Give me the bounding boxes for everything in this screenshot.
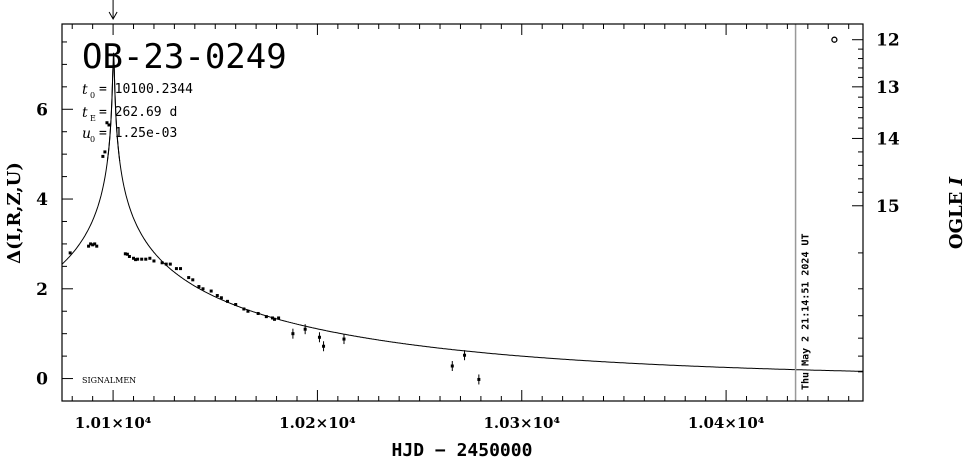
- data-point: [87, 244, 91, 248]
- data-point: [215, 294, 219, 298]
- right-axis-label-band: I: [946, 176, 965, 186]
- x-tick-label: 1.02×10⁴: [279, 414, 356, 432]
- data-point: [187, 276, 191, 280]
- data-point: [125, 252, 129, 256]
- param-symbol: t: [82, 105, 88, 121]
- param-symbol: u: [82, 126, 91, 142]
- param-value: = 1.25e-03: [99, 126, 177, 141]
- model-curve: [61, 61, 863, 372]
- data-point: [273, 317, 277, 321]
- data-point: [101, 154, 105, 158]
- data-point: [152, 259, 156, 263]
- data-point: [160, 261, 164, 265]
- data-point: [68, 251, 72, 255]
- right-axis-label-main: OGLE: [946, 185, 965, 249]
- data-point: [136, 257, 140, 261]
- data-point: [209, 289, 213, 293]
- data-point: [242, 307, 246, 311]
- axis-ticks: [62, 24, 863, 401]
- x-tick-labels: 1.01×10⁴ 1.02×10⁴ 1.03×10⁴ 1.04×10⁴: [75, 414, 765, 432]
- param-subscript: 0: [90, 91, 95, 100]
- x-tick-label: 1.01×10⁴: [75, 414, 152, 432]
- timestamp-label: Thu May 2 21:14:51 2024 UT: [801, 233, 812, 390]
- data-point: [132, 256, 136, 260]
- signalmen-label: SIGNALMEN: [82, 376, 136, 385]
- param-subscript: 0: [90, 135, 95, 144]
- y-tick-label: 6: [36, 100, 48, 120]
- param-value: = 262.69 d: [99, 105, 177, 120]
- data-point: [264, 315, 268, 319]
- data-point: [148, 256, 152, 260]
- data-points: [68, 36, 838, 385]
- right-tick-label: 13: [876, 78, 900, 98]
- chart-title: OB-23-0249: [82, 37, 287, 77]
- y-tick-label: 2: [36, 280, 48, 300]
- data-point: [234, 303, 238, 307]
- param-symbol: t: [82, 82, 88, 98]
- param-t0: t 0 = 10100.2344: [82, 82, 193, 100]
- right-tick-labels: 12 13 14 15: [876, 31, 900, 217]
- y-tick-label: 0: [36, 370, 48, 390]
- data-point: [144, 257, 148, 261]
- data-point: [91, 243, 95, 247]
- data-point: [107, 123, 111, 127]
- data-point: [197, 285, 201, 289]
- data-point: [127, 254, 131, 258]
- data-point: [174, 267, 178, 271]
- param-value: = 10100.2344: [99, 82, 193, 97]
- data-point: [191, 278, 195, 282]
- data-point-ogle: [831, 36, 838, 43]
- right-tick-label: 12: [876, 31, 900, 51]
- data-point: [134, 258, 138, 262]
- right-tick-label: 14: [876, 129, 900, 149]
- y-tick-label: 4: [36, 190, 48, 210]
- data-point: [179, 267, 183, 271]
- data-point: [95, 244, 99, 248]
- data-point: [219, 296, 223, 300]
- data-point: [103, 150, 107, 154]
- y-tick-labels: 0 2 4 6: [36, 100, 48, 389]
- model-curve-peak: [106, 52, 121, 161]
- param-u0: u 0 = 1.25e-03: [82, 126, 177, 144]
- data-point: [201, 287, 205, 291]
- data-point: [140, 257, 144, 261]
- data-point: [105, 121, 109, 125]
- y-axis-label: Δ(I,R,Z,U): [4, 162, 25, 264]
- data-point: [93, 242, 97, 246]
- right-tick-label: 15: [876, 197, 900, 217]
- param-tE: t E = 262.69 d: [82, 105, 177, 123]
- right-axis-label: OGLE I: [946, 176, 965, 249]
- peak-arrow-head: [108, 11, 118, 21]
- data-point: [246, 309, 250, 313]
- x-tick-label: 1.04×10⁴: [688, 414, 765, 432]
- data-point: [168, 262, 172, 266]
- data-point: [226, 299, 230, 303]
- data-point: [164, 262, 168, 266]
- plot-frame: [61, 23, 864, 402]
- x-tick-label: 1.03×10⁴: [483, 414, 560, 432]
- data-point: [256, 311, 260, 315]
- data-point: [89, 242, 93, 246]
- param-subscript: E: [90, 114, 96, 123]
- data-point: [270, 316, 274, 320]
- peak-arrow-icon: [108, 0, 118, 21]
- data-point: [277, 316, 281, 320]
- data-point: [123, 252, 127, 256]
- x-axis-label: HJD − 2450000: [392, 440, 533, 459]
